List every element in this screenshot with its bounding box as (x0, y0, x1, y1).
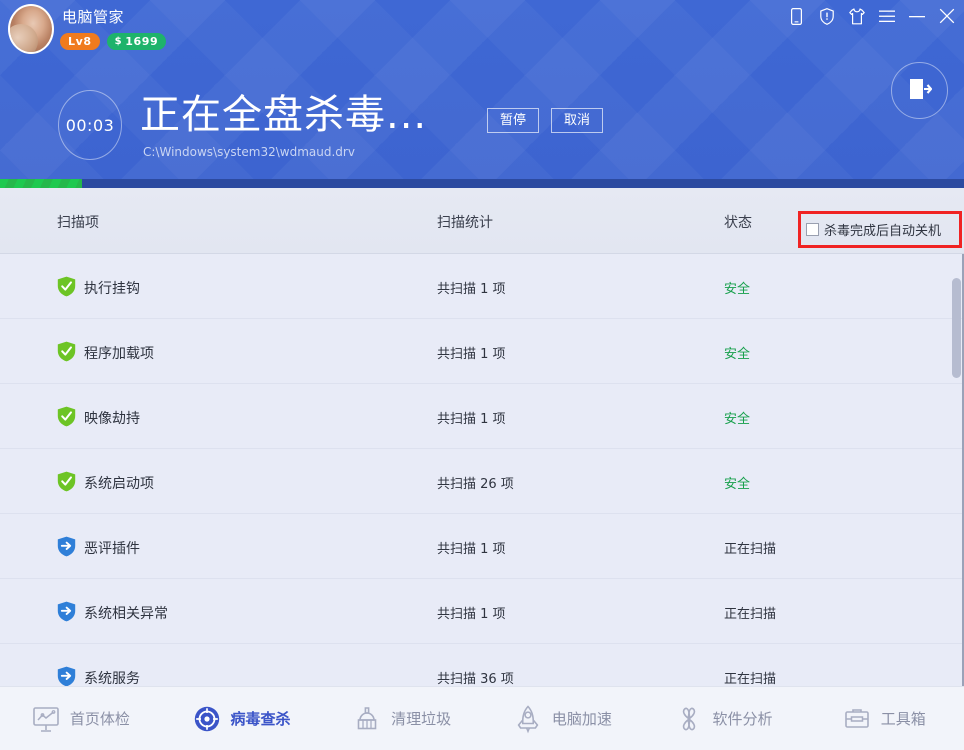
row-item-name: 系统启动项 (84, 476, 154, 492)
window-controls (787, 5, 956, 27)
table-row[interactable]: 恶评插件 共扫描 1 项 正在扫描 (0, 514, 964, 579)
nav-item-fan[interactable]: 软件分析 (643, 687, 804, 750)
shield-arrow-icon (57, 601, 76, 622)
nav-item-label: 工具箱 (880, 710, 926, 728)
fan-icon (674, 704, 704, 734)
row-status: 安全 (724, 412, 751, 427)
nav-item-monitor-chart[interactable]: 首页体检 (0, 687, 161, 750)
avatar[interactable] (8, 4, 54, 54)
pause-button[interactable]: 暂停 (487, 108, 539, 133)
list-scrollbar-thumb[interactable] (952, 278, 961, 378)
table-row[interactable]: 系统服务 共扫描 36 项 正在扫描 (0, 644, 964, 686)
scan-results-list[interactable]: 执行挂钩 共扫描 1 项安全 程序加载项 共扫描 1 项安全 映像劫持 共扫描 1 项安全… (0, 254, 964, 686)
row-item-name: 程序加载项 (84, 346, 154, 362)
nav-item-label: 病毒查杀 (230, 710, 291, 728)
scan-progress-fill (0, 179, 82, 188)
broom-icon (352, 704, 382, 734)
phone-icon[interactable] (787, 5, 806, 27)
monitor-chart-icon (31, 704, 61, 734)
header-panel: 电脑管家 Lv8 $ 1699 (0, 0, 964, 179)
row-item-name: 恶评插件 (84, 541, 140, 557)
nav-item-label: 清理垃圾 (391, 710, 452, 728)
row-statistics: 共扫描 1 项 (437, 607, 506, 622)
row-status: 安全 (724, 347, 751, 362)
coin-badge[interactable]: $ 1699 (106, 33, 167, 50)
nav-item-virus-target[interactable]: 病毒查杀 (161, 687, 322, 750)
scan-current-path: C:\Windows\system32\wdmaud.drv (143, 145, 355, 159)
scan-title: 正在全盘杀毒... (140, 92, 428, 138)
shield-alert-icon[interactable] (817, 5, 836, 27)
shield-check-icon (57, 276, 76, 297)
row-status: 正在扫描 (724, 607, 777, 622)
list-scrollbar[interactable] (952, 256, 961, 684)
table-row[interactable]: 系统启动项 共扫描 26 项 安全 (0, 449, 964, 514)
table-header: 扫描项 扫描统计 状态 (0, 188, 964, 254)
level-badge-label: Lv8 (68, 35, 92, 48)
table-row[interactable]: 系统相关异常 共扫描 1 项 正在扫描 (0, 579, 964, 644)
row-status: 正在扫描 (724, 672, 777, 686)
toolbox-icon (842, 704, 872, 734)
shield-check-icon (57, 471, 76, 492)
app-title: 电脑管家 (62, 8, 125, 26)
auto-shutdown-checkbox[interactable] (806, 223, 819, 236)
level-badge[interactable]: Lv8 (60, 33, 100, 50)
shield-arrow-icon (57, 666, 76, 686)
list-right-edge (962, 254, 964, 686)
auto-shutdown-highlight (798, 211, 962, 248)
shield-check-icon (57, 406, 76, 427)
column-header-statistics: 扫描统计 (437, 215, 493, 231)
scan-timer-value: 00:03 (65, 115, 115, 135)
coin-value: 1699 (125, 35, 159, 48)
row-statistics: 共扫描 1 项 (437, 282, 506, 297)
row-statistics: 共扫描 1 项 (437, 347, 506, 362)
row-item-name: 执行挂钩 (84, 281, 140, 297)
account-badges: Lv8 $ 1699 (60, 33, 167, 50)
auto-shutdown-toggle[interactable]: 杀毒完成后自动关机 (806, 219, 954, 240)
table-row[interactable]: 程序加载项 共扫描 1 项 安全 (0, 319, 964, 384)
exit-button[interactable] (891, 62, 948, 119)
row-statistics: 共扫描 36 项 (437, 672, 514, 686)
nav-item-label: 软件分析 (712, 710, 773, 728)
skin-shirt-icon[interactable] (847, 5, 866, 27)
row-status: 安全 (724, 477, 751, 492)
shield-check-icon (57, 341, 76, 362)
table-row[interactable]: 映像劫持 共扫描 1 项 安全 (0, 384, 964, 449)
row-item-name: 映像劫持 (84, 411, 140, 427)
close-icon[interactable] (937, 5, 956, 27)
row-statistics: 共扫描 1 项 (437, 542, 506, 557)
auto-shutdown-label: 杀毒完成后自动关机 (824, 224, 942, 239)
cancel-button[interactable]: 取消 (551, 108, 603, 133)
column-header-status: 状态 (724, 215, 752, 231)
row-status: 安全 (724, 282, 751, 297)
nav-item-label: 首页体检 (69, 710, 130, 728)
bottom-navigation: 首页体检 病毒查杀 清理垃圾 电脑加速 软件分析 工具箱 (0, 686, 964, 750)
nav-item-broom[interactable]: 清理垃圾 (321, 687, 482, 750)
scan-timer: 00:03 (58, 90, 122, 160)
column-header-item: 扫描项 (57, 215, 99, 231)
table-row[interactable]: 执行挂钩 共扫描 1 项 安全 (0, 254, 964, 319)
rocket-icon (513, 704, 543, 734)
minimize-icon[interactable] (907, 5, 926, 27)
nav-item-label: 电脑加速 (551, 710, 612, 728)
scan-action-buttons: 暂停 取消 (487, 108, 603, 133)
row-item-name: 系统服务 (84, 671, 140, 686)
row-statistics: 共扫描 1 项 (437, 412, 506, 427)
coin-symbol: $ (114, 36, 123, 47)
row-status: 正在扫描 (724, 542, 777, 557)
row-statistics: 共扫描 26 项 (437, 477, 514, 492)
scan-progress-bar (0, 179, 964, 188)
shield-arrow-icon (57, 536, 76, 557)
virus-target-icon (192, 704, 222, 734)
nav-item-rocket[interactable]: 电脑加速 (482, 687, 643, 750)
exit-door-icon (908, 77, 932, 105)
menu-icon[interactable] (877, 5, 896, 27)
nav-item-toolbox[interactable]: 工具箱 (803, 687, 964, 750)
row-item-name: 系统相关异常 (84, 606, 168, 622)
